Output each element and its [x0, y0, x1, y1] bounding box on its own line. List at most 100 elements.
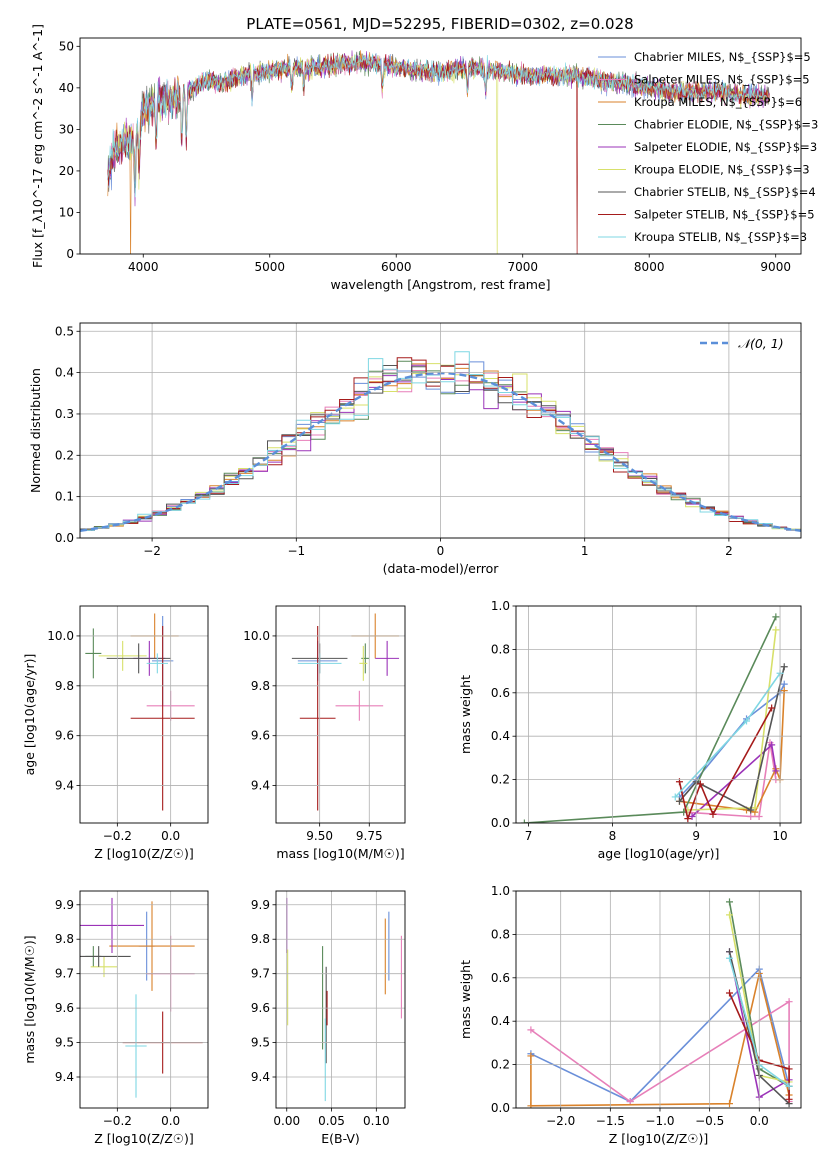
errorbar-point — [375, 640, 400, 676]
x-axis-label: Z [log10(Z/Z☉)] — [94, 846, 194, 861]
y-tick-label: 1.0 — [491, 884, 510, 898]
x-tick-label: 6000 — [381, 260, 412, 274]
x-tick-label: 9000 — [760, 260, 791, 274]
legend-label: Salpeter ELODIE, N$_{SSP}$=3 — [634, 140, 817, 154]
panel-age-vs-mass: 9.50 9.75 9.4 9.6 9.8 10.0 mass [log10(M/M☉)] — [243, 605, 406, 861]
y-axis-label: Flux [f_λ10^-17 erg cm^-2 s^-1 A^-1] — [30, 24, 45, 268]
plus-marker — [780, 663, 788, 671]
y-tick-label: 9.6 — [55, 729, 74, 743]
spectrum-series-8 — [107, 53, 770, 198]
errorbar-point — [359, 645, 368, 681]
panel-spectrum: 4000 5000 6000 7000 8000 9000 0 10 20 30 40 50 wavel… — [30, 24, 818, 292]
y-tick-label: 9.8 — [251, 932, 270, 946]
plot-area — [107, 50, 770, 254]
y-axis-label: mass weight — [458, 960, 473, 1039]
y-tick-label: 0.3 — [55, 407, 74, 421]
legend-label: Kroupa ELODIE, N$_{SSP}$=3 — [634, 163, 810, 177]
plus-marker — [747, 812, 755, 820]
y-tick-label: 30 — [59, 122, 74, 136]
x-tick-label: 9.75 — [356, 829, 383, 843]
plus-marker — [772, 626, 780, 634]
y-tick-label: 0.2 — [491, 773, 510, 787]
y-tick-label: 9.7 — [55, 967, 74, 981]
plus-marker — [527, 1026, 535, 1034]
y-tick-label: 9.5 — [55, 1036, 74, 1050]
y-tick-label: 9.8 — [251, 679, 270, 693]
plus-marker — [768, 741, 776, 749]
x-tick-label: −0.5 — [695, 1114, 724, 1128]
y-tick-label: 0.4 — [491, 1014, 510, 1028]
plus-marker — [726, 898, 734, 906]
plus-marker — [726, 911, 734, 919]
legend-label: Chabrier STELIB, N$_{SSP}$=4 — [634, 185, 816, 199]
figure-title: PLATE=0561, MJD=52295, FIBERID=0302, z=0… — [246, 15, 633, 33]
plus-marker — [671, 793, 679, 801]
plus-marker — [726, 948, 734, 956]
x-tick-label: −1.5 — [596, 1114, 625, 1128]
y-tick-label: 0.2 — [55, 448, 74, 462]
plus-marker — [743, 717, 751, 725]
y-tick-label: 9.9 — [251, 898, 270, 912]
plus-marker — [726, 1100, 734, 1108]
y-tick-label: 9.4 — [55, 1070, 74, 1084]
x-tick-label: −0.2 — [103, 1114, 132, 1128]
y-tick-label: 9.9 — [55, 898, 74, 912]
x-tick-label: 1 — [581, 544, 589, 558]
x-tick-label: 0.0 — [750, 1114, 769, 1128]
y-tick-label: 0.8 — [491, 927, 510, 941]
plus-marker — [785, 1095, 793, 1103]
panel-mass-vs-ebv: 0.00 0.05 0.10 9.4 9.5 9.6 9.7 9.8 9.9 E(B-V) — [251, 890, 406, 1146]
x-tick-label: 9.50 — [306, 829, 333, 843]
legend-label: Salpeter STELIB, N$_{SSP}$=5 — [634, 208, 815, 222]
axes-frame — [79, 605, 209, 824]
legend-label: Salpeter MILES, N$_{SSP}$=5 — [634, 73, 810, 87]
x-axis-label: (data-model)/error — [383, 561, 500, 576]
errorbar-point — [361, 643, 370, 674]
legend-label: Kroupa STELIB, N$_{SSP}$=3 — [634, 230, 807, 244]
x-tick-label: 7000 — [507, 260, 538, 274]
plus-marker — [772, 767, 780, 775]
axes-frame — [275, 890, 406, 1109]
y-tick-label: 0 — [66, 247, 74, 261]
x-axis-label: mass [log10(M/M☉)] — [276, 846, 404, 861]
legend: Chabrier MILES, N$_{SSP}$=5 Salpeter MILE… — [598, 50, 818, 244]
x-tick-label: 8 — [609, 829, 617, 843]
y-tick-label: 9.6 — [55, 1001, 74, 1015]
plot-area — [520, 613, 788, 823]
panel-mass-weight-vs-age: 7 8 9 10 0.0 0.2 0.4 0.6 0.8 1.0 age [log10(age/yr… — [458, 599, 802, 861]
plus-marker — [726, 954, 734, 962]
x-axis-label: E(B-V) — [321, 1131, 360, 1146]
axes-frame — [275, 605, 406, 824]
errorbar-point — [335, 690, 384, 721]
y-tick-label: 9.4 — [55, 779, 74, 793]
y-tick-label: 0.4 — [55, 366, 74, 380]
y-tick-label: 20 — [59, 164, 74, 178]
y-axis-label: mass weight — [458, 675, 473, 754]
x-tick-label: 0.0 — [161, 829, 180, 843]
axes-frame — [515, 605, 802, 824]
plus-marker — [684, 815, 692, 823]
panel-mass-weight-vs-Z: −2.0 −1.5 −1.0 −0.5 0.0 0.0 0.2 0.4 0.6 0.8 1.0 Z [… — [458, 884, 802, 1146]
plus-marker — [726, 989, 734, 997]
x-tick-label: −0.2 — [103, 829, 132, 843]
axes-frame — [515, 890, 802, 1109]
errorbar-point — [125, 994, 147, 1098]
x-tick-label: 0.05 — [318, 1114, 345, 1128]
plus-marker — [688, 812, 696, 820]
y-tick-label: 0.0 — [491, 816, 510, 830]
y-tick-label: 10 — [59, 205, 74, 219]
spectrum-series-5 — [107, 53, 770, 254]
x-tick-label: −1 — [287, 544, 305, 558]
x-tick-label: 5000 — [254, 260, 285, 274]
y-tick-label: 9.5 — [251, 1036, 270, 1050]
x-axis-label: Z [log10(Z/Z☉)] — [94, 1131, 194, 1146]
axes-frame — [79, 890, 209, 1109]
y-tick-label: 0.4 — [491, 729, 510, 743]
x-tick-label: 0.0 — [161, 1114, 180, 1128]
y-tick-label: 9.6 — [251, 729, 270, 743]
plus-marker — [755, 812, 763, 820]
y-tick-label: 40 — [59, 81, 74, 95]
legend-label: 𝒩(0, 1) — [738, 336, 784, 351]
y-tick-label: 0.0 — [491, 1101, 510, 1115]
